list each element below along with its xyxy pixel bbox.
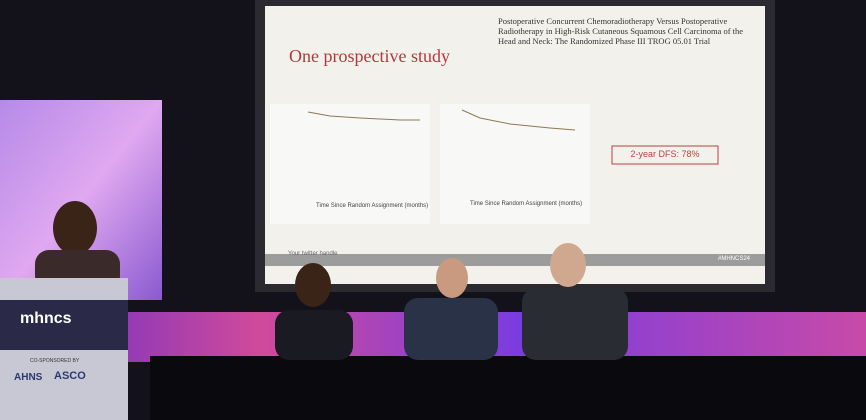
slide-footer-bar <box>265 254 765 266</box>
x-axis-label: Time Since Random Assignment (months) <box>316 203 429 209</box>
footer-left: Your twitter handle <box>288 251 338 257</box>
paper-title: Postoperative Concurrent Chemoradiothera… <box>498 16 744 46</box>
slide-title: One prospective study <box>289 46 450 66</box>
curve <box>461 109 576 131</box>
table <box>150 356 866 420</box>
highlight-box <box>611 145 719 165</box>
footer-right: #MHNCS24 <box>718 256 751 262</box>
sponsor: AHNS <box>14 372 43 383</box>
podium-logo: mhncs <box>20 310 72 327</box>
panelists <box>35 201 628 360</box>
co-sponsored: CO-SPONSORED BY <box>30 358 80 364</box>
x-axis-label: Time Since Random Assignment (months) <box>470 201 583 207</box>
curve <box>307 111 420 121</box>
podium-banner <box>0 300 128 350</box>
sponsor: ASCO <box>54 370 86 382</box>
highlight: 2-year DFS: 78% <box>630 149 700 159</box>
km-plot <box>270 104 430 224</box>
